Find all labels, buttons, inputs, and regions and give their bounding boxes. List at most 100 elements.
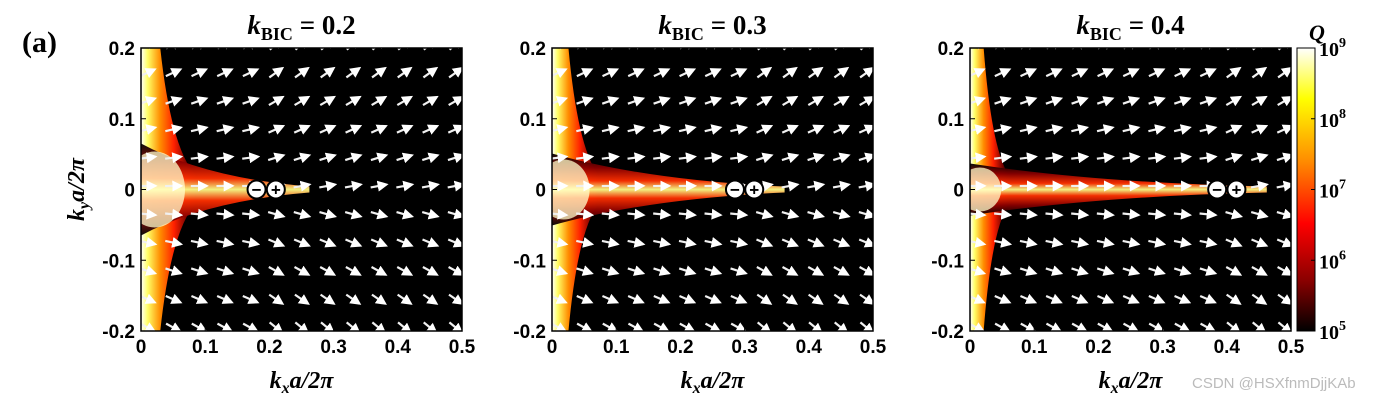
vector-arrow bbox=[678, 152, 697, 164]
vector-arrow bbox=[1225, 95, 1243, 107]
vector-arrow bbox=[970, 237, 987, 248]
vector-arrow bbox=[319, 95, 336, 107]
vector-arrow bbox=[1173, 237, 1192, 248]
vector-arrow bbox=[970, 322, 986, 331]
x-tick-label: 0.5 bbox=[1278, 337, 1305, 358]
vector-arrow bbox=[1020, 322, 1037, 331]
vector-arrow bbox=[268, 124, 286, 135]
vector-arrow bbox=[216, 96, 235, 107]
vector-arrow bbox=[859, 95, 873, 107]
vector-arrow bbox=[216, 265, 235, 276]
vector-arrow bbox=[678, 208, 697, 220]
vector-arrow bbox=[1174, 68, 1192, 79]
vector-arrow bbox=[293, 265, 311, 276]
x-tick-label: 0.2 bbox=[1085, 337, 1111, 358]
vector-arrow bbox=[552, 293, 568, 304]
vector-arrow bbox=[1097, 68, 1115, 79]
vector-arrow bbox=[190, 96, 209, 107]
vector-arrow bbox=[370, 180, 389, 192]
vector-arrow bbox=[216, 68, 234, 79]
vector-arrow bbox=[447, 208, 462, 220]
vector-arrow bbox=[601, 208, 620, 220]
vector-arrow bbox=[730, 124, 749, 135]
vector-arrow bbox=[1226, 66, 1242, 79]
vector-arrow bbox=[422, 124, 440, 135]
vector-arrow bbox=[576, 265, 594, 276]
vector-arrow bbox=[320, 66, 336, 79]
vector-arrow bbox=[994, 68, 1012, 79]
vector-arrow bbox=[216, 237, 235, 248]
vector-arrow bbox=[293, 152, 312, 164]
vector-arrow bbox=[730, 208, 749, 220]
vector-arrow bbox=[807, 180, 826, 192]
y-axis: 0.2 0.1 0 -0.1 -0.2 bbox=[513, 39, 557, 343]
vector-arrow bbox=[165, 68, 183, 79]
y-tick-label: 0.1 bbox=[938, 110, 965, 131]
vector-arrow bbox=[447, 124, 462, 135]
vector-arrow bbox=[190, 237, 209, 248]
vector-arrow bbox=[994, 265, 1012, 276]
vector-arrow bbox=[970, 68, 986, 79]
x-tick-label: 0.4 bbox=[1214, 337, 1241, 358]
vector-arrow bbox=[994, 124, 1013, 135]
y-tick-label: -0.2 bbox=[931, 322, 964, 343]
vector-arrow bbox=[859, 293, 873, 305]
vector-arrow bbox=[141, 322, 157, 331]
vector-arrow bbox=[1122, 68, 1140, 79]
colorbar-tick-label: 105 bbox=[1319, 319, 1346, 344]
vector-arrow bbox=[858, 180, 873, 192]
vector-arrow bbox=[1020, 68, 1038, 79]
vector-arrow bbox=[994, 322, 1012, 331]
panel-title: kBIC = 0.4 bbox=[1076, 10, 1184, 44]
vector-arrow bbox=[141, 96, 158, 107]
vector-arrow bbox=[833, 293, 850, 305]
vector-arrow bbox=[859, 265, 873, 276]
vector-arrow bbox=[807, 152, 825, 164]
vector-arrow bbox=[1199, 265, 1218, 276]
vector-arrow bbox=[653, 96, 671, 107]
glow-core bbox=[141, 151, 185, 228]
vector-arrow bbox=[422, 293, 439, 305]
vector-arrow bbox=[396, 152, 414, 164]
vector-arrow bbox=[448, 95, 462, 107]
vector-arrow bbox=[1020, 293, 1038, 304]
vector-arrow bbox=[1097, 322, 1114, 331]
vector-arrow bbox=[576, 237, 595, 248]
vector-arrow bbox=[1174, 293, 1192, 304]
y-tick-label: 0.1 bbox=[520, 110, 547, 131]
vector-arrow bbox=[1148, 322, 1166, 331]
vector-arrow bbox=[370, 124, 388, 135]
vector-arrow bbox=[756, 95, 773, 107]
vector-arrow bbox=[242, 68, 260, 79]
colorbar-label: Q bbox=[1309, 20, 1325, 45]
vector-arrow bbox=[165, 293, 183, 304]
vector-arrow bbox=[1045, 68, 1063, 79]
vector-arrow bbox=[141, 68, 157, 79]
vector-arrow bbox=[1096, 124, 1115, 135]
y-tick-label: -0.1 bbox=[102, 251, 135, 272]
vector-arrow bbox=[190, 152, 209, 164]
colorbar-tick-label: 107 bbox=[1319, 178, 1346, 203]
vector-arrow bbox=[421, 152, 440, 164]
vector-arrow bbox=[448, 66, 462, 79]
vector-arrow bbox=[268, 265, 285, 276]
vector-arrow bbox=[268, 293, 285, 305]
vector-arrow bbox=[781, 152, 800, 164]
vector-arrow bbox=[782, 66, 798, 79]
vector-arrow bbox=[601, 152, 620, 164]
x-tick-label: 0 bbox=[965, 337, 976, 358]
vector-arrow bbox=[755, 208, 774, 220]
vector-arrow bbox=[1019, 152, 1038, 164]
vector-arrow bbox=[294, 293, 310, 305]
vector-arrow bbox=[1251, 95, 1268, 107]
vector-arrow bbox=[756, 237, 774, 248]
vector-arrow bbox=[421, 180, 440, 192]
vector-arrow bbox=[704, 237, 723, 248]
vector-arrow bbox=[448, 265, 462, 276]
vector-arrow bbox=[141, 124, 158, 135]
x-tick-label: 0.3 bbox=[731, 337, 757, 358]
y-tick-label: 0 bbox=[124, 181, 135, 202]
vector-arrow bbox=[242, 96, 260, 107]
x-tick-label: 0.1 bbox=[192, 337, 219, 358]
